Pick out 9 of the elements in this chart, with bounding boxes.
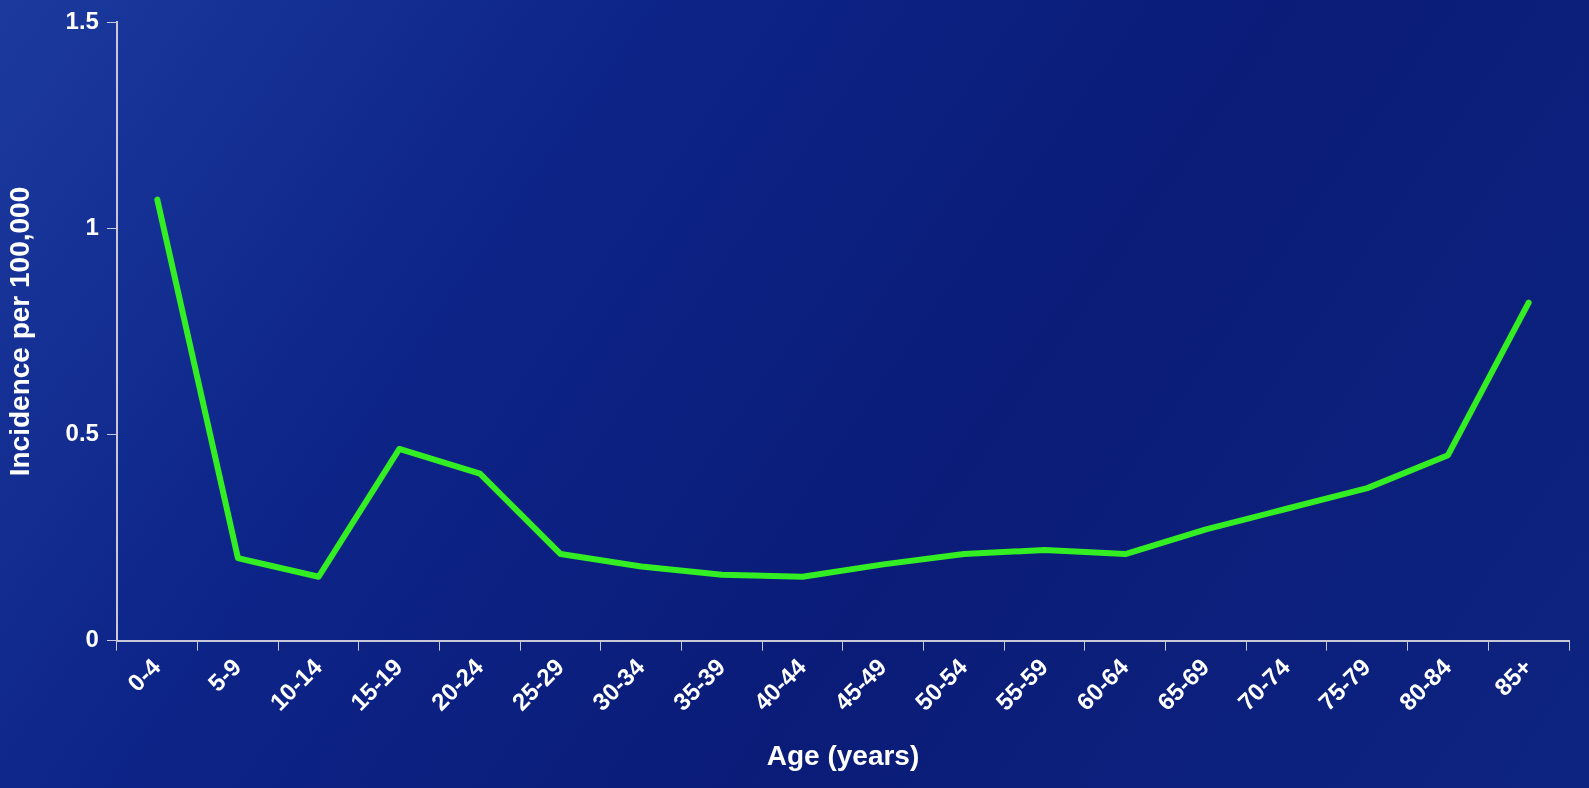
y-tick-label: 0.5 [65,419,99,447]
x-tick-label: 0-4 [121,652,166,697]
x-axis-title: Age (years) [766,739,920,771]
y-tick-label: 1.5 [65,7,99,35]
y-tick-label: 0 [85,625,99,653]
y-axis-title: Incidence per 100,000 [3,186,35,477]
y-tick-label: 1 [85,213,99,241]
x-tick-label: 5-9 [202,652,247,697]
x-tick-label: 85+ [1489,652,1537,701]
